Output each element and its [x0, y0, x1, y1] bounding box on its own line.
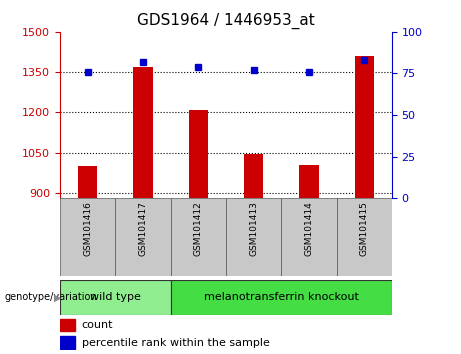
Bar [60, 280, 171, 315]
Bar [171, 280, 392, 315]
Bar [299, 165, 319, 198]
Text: melanotransferrin knockout: melanotransferrin knockout [204, 292, 359, 302]
Bar [171, 198, 226, 276]
Title: GDS1964 / 1446953_at: GDS1964 / 1446953_at [137, 13, 315, 29]
Text: ▶: ▶ [54, 292, 62, 302]
Text: GSM101414: GSM101414 [304, 201, 313, 256]
Bar [60, 319, 75, 331]
Bar [337, 198, 392, 276]
Bar [60, 198, 115, 276]
Text: genotype/variation: genotype/variation [5, 292, 97, 302]
Bar [60, 336, 75, 349]
Text: GSM101413: GSM101413 [249, 201, 258, 256]
Text: GSM101412: GSM101412 [194, 201, 203, 256]
Bar [355, 56, 374, 198]
Text: GSM101415: GSM101415 [360, 201, 369, 256]
Text: percentile rank within the sample: percentile rank within the sample [82, 338, 269, 348]
Bar [281, 198, 337, 276]
Text: GSM101417: GSM101417 [138, 201, 148, 256]
Bar [189, 110, 208, 198]
Bar [226, 198, 281, 276]
Bar [133, 67, 153, 198]
Bar [115, 198, 171, 276]
Text: count: count [82, 320, 113, 330]
Text: GSM101416: GSM101416 [83, 201, 92, 256]
Bar [244, 154, 263, 198]
Text: wild type: wild type [90, 292, 141, 302]
Bar [78, 166, 97, 198]
